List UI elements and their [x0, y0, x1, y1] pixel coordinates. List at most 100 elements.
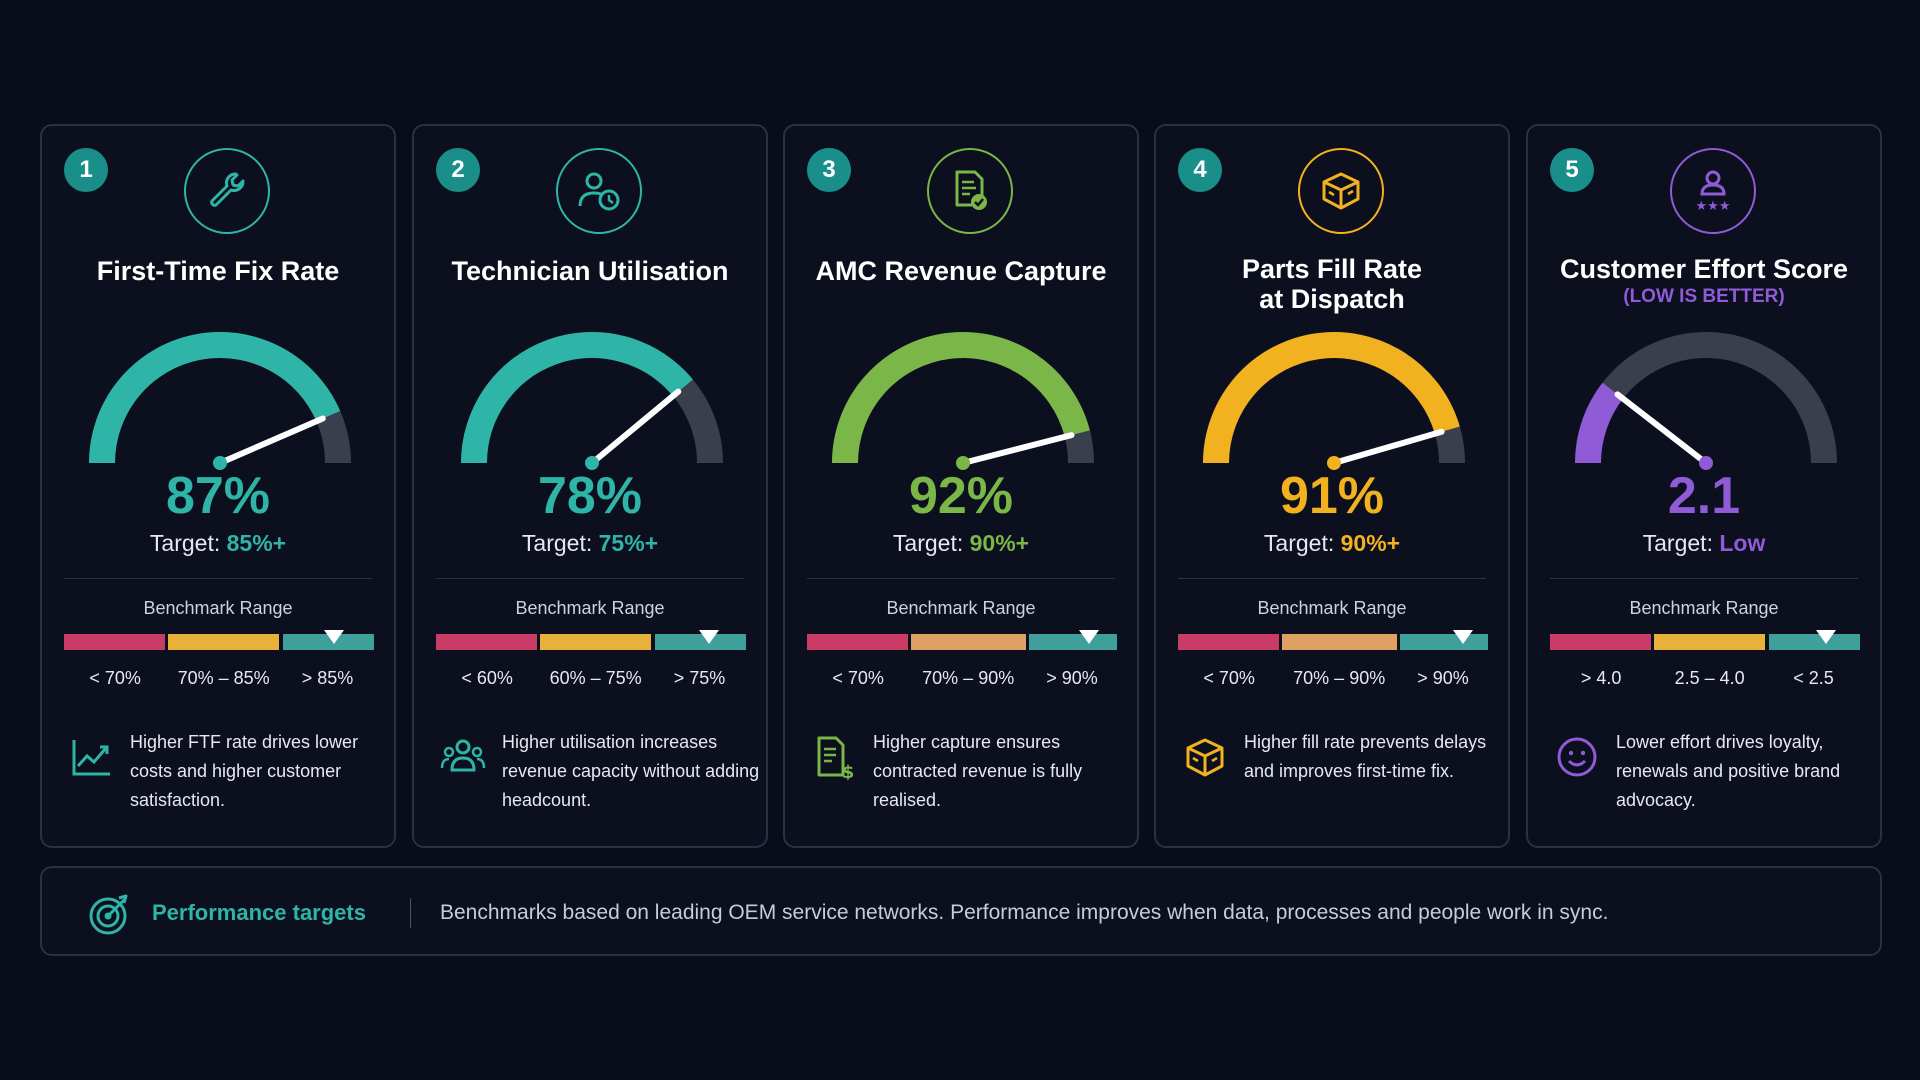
kpi-card: 3 AMC Revenue Capture 92% Target: 90%+ Bench… — [783, 124, 1139, 848]
gauge-track — [1575, 332, 1837, 464]
card-divider — [436, 578, 744, 579]
benchmark-tick-label: 60% – 75% — [549, 668, 642, 688]
target-label: Target: — [1642, 530, 1713, 556]
benchmark-segment — [910, 634, 1026, 650]
benchmark-bar — [64, 630, 374, 650]
team-icon — [440, 734, 486, 780]
gauge — [1203, 332, 1465, 470]
benchmark-segment — [539, 634, 652, 650]
gauge-hub — [585, 456, 599, 470]
benchmark-segment — [436, 634, 537, 650]
svg-text:★★★: ★★★ — [1696, 199, 1731, 214]
gauge-needle — [1614, 391, 1709, 466]
gauge-hub — [213, 456, 227, 470]
target-value: 90%+ — [1340, 530, 1401, 556]
target-label: Target: — [1263, 530, 1335, 556]
gauge — [832, 332, 1094, 470]
card-description: Higher FTF rate drives lower costs and h… — [130, 732, 359, 810]
target-line: Target: 75%+ — [414, 530, 766, 557]
benchmark-label: Benchmark Range — [1257, 598, 1407, 618]
kpi-value: 92% — [908, 467, 1014, 525]
benchmark-marker — [1815, 630, 1836, 644]
benchmark-tick-label: < 70% — [1203, 668, 1255, 688]
benchmark-marker — [323, 630, 344, 644]
benchmark-tick-label: > 85% — [301, 668, 354, 688]
benchmark-segment — [64, 634, 165, 650]
card-title: AMC Revenue Capture — [815, 256, 1107, 286]
target-line: Target: Low — [1528, 530, 1880, 557]
benchmark-ticks: > 4.0 2.5 – 4.0 < 2.5 — [1550, 668, 1860, 692]
benchmark-tick-label: > 90% — [1417, 668, 1469, 688]
kpi-card: 4 Parts Fill Rate at Dispatch 91% Target: 9… — [1154, 124, 1510, 848]
benchmark-segment — [807, 634, 908, 650]
card-divider — [1178, 578, 1486, 579]
kpi-value: 2.1 — [1667, 467, 1741, 525]
gauge-fill — [461, 332, 693, 464]
benchmark-segment — [1281, 634, 1397, 650]
gauge — [1575, 332, 1837, 470]
kpi-card: 5 ★★★ Customer Effort Score (LOW IS BETTER)… — [1526, 124, 1882, 848]
smiley-icon — [1554, 734, 1600, 780]
footer-divider — [410, 898, 411, 928]
footer-label: Performance targets — [152, 900, 366, 925]
benchmark-tick-label: 70% – 90% — [922, 668, 1015, 688]
benchmark-label: Benchmark Range — [515, 598, 665, 618]
benchmark-tick-label: 70% – 90% — [1293, 668, 1386, 688]
gauge-needle — [1331, 428, 1445, 466]
benchmark-bar — [1178, 630, 1488, 650]
target-label: Target: — [521, 530, 593, 556]
benchmark-ticks: < 70% 70% – 90% > 90% — [807, 668, 1117, 692]
card-number-badge: 1 — [64, 148, 108, 192]
kpi-value: 78% — [537, 467, 643, 525]
customer-rating-icon: ★★★ — [1670, 148, 1756, 234]
target-label: Target: — [892, 530, 964, 556]
benchmark-ticks: < 70% 70% – 85% > 85% — [64, 668, 374, 692]
benchmark-bar — [1550, 630, 1860, 650]
benchmark-tick-label: > 90% — [1046, 668, 1098, 688]
gauge-hub — [956, 456, 970, 470]
performance-footer: Performance targets Benchmarks based on … — [40, 866, 1882, 956]
card-title: Customer Effort Score — [1559, 254, 1849, 284]
gauge — [461, 332, 723, 470]
benchmark-marker — [1453, 630, 1474, 644]
card-title: Technician Utilisation — [451, 256, 729, 286]
benchmark-tick-label: < 2.5 — [1793, 668, 1834, 688]
gauge-needle — [589, 388, 682, 466]
benchmark-tick-label: 2.5 – 4.0 — [1674, 668, 1745, 688]
target-value: Low — [1719, 530, 1766, 556]
gauge-hub — [1327, 456, 1341, 470]
target-value: 90%+ — [969, 530, 1030, 556]
benchmark-segment — [1399, 634, 1488, 650]
card-description: Higher capture ensures contracted revenu… — [873, 732, 1083, 810]
card-divider — [807, 578, 1115, 579]
benchmark-bar — [436, 630, 746, 650]
target-label: Target: — [149, 530, 221, 556]
gauge-needle — [217, 415, 326, 466]
footer-text: Benchmarks based on leading OEM service … — [440, 901, 1609, 924]
benchmark-tick-label: 70% – 85% — [177, 668, 270, 688]
kpi-cards-grid: 1 First-Time Fix Rate 87% Target: 85%+ Bench… — [40, 124, 1882, 848]
benchmark-tick-label: > 75% — [673, 668, 726, 688]
card-number-badge: 4 — [1178, 148, 1222, 192]
card-subtitle: (LOW IS BETTER) — [1623, 286, 1785, 307]
kpi-value: 91% — [1279, 467, 1385, 525]
gauge-fill — [89, 332, 341, 464]
kpi-card: 2 Technician Utilisation 78% Target: 75%+ Be… — [412, 124, 768, 848]
benchmark-label: Benchmark Range — [1629, 598, 1779, 618]
benchmark-segment — [1653, 634, 1766, 650]
card-description: Higher utilisation increases revenue cap… — [502, 732, 760, 810]
card-number-badge: 5 — [1550, 148, 1594, 192]
gauge-fill — [1575, 382, 1624, 464]
benchmark-segment — [1768, 634, 1860, 650]
kpi-card: 1 First-Time Fix Rate 87% Target: 85%+ Bench… — [40, 124, 396, 848]
wrench-icon — [184, 148, 270, 234]
box-icon — [1182, 734, 1228, 780]
document-check-icon — [927, 148, 1013, 234]
target-line: Target: 90%+ — [1156, 530, 1508, 557]
gauge — [89, 332, 351, 470]
benchmark-marker — [698, 630, 719, 644]
target-line: Target: 85%+ — [42, 530, 394, 557]
svg-text:$: $ — [842, 762, 855, 780]
target-line: Target: 90%+ — [785, 530, 1137, 557]
card-title: First-Time Fix Rate — [96, 256, 340, 286]
